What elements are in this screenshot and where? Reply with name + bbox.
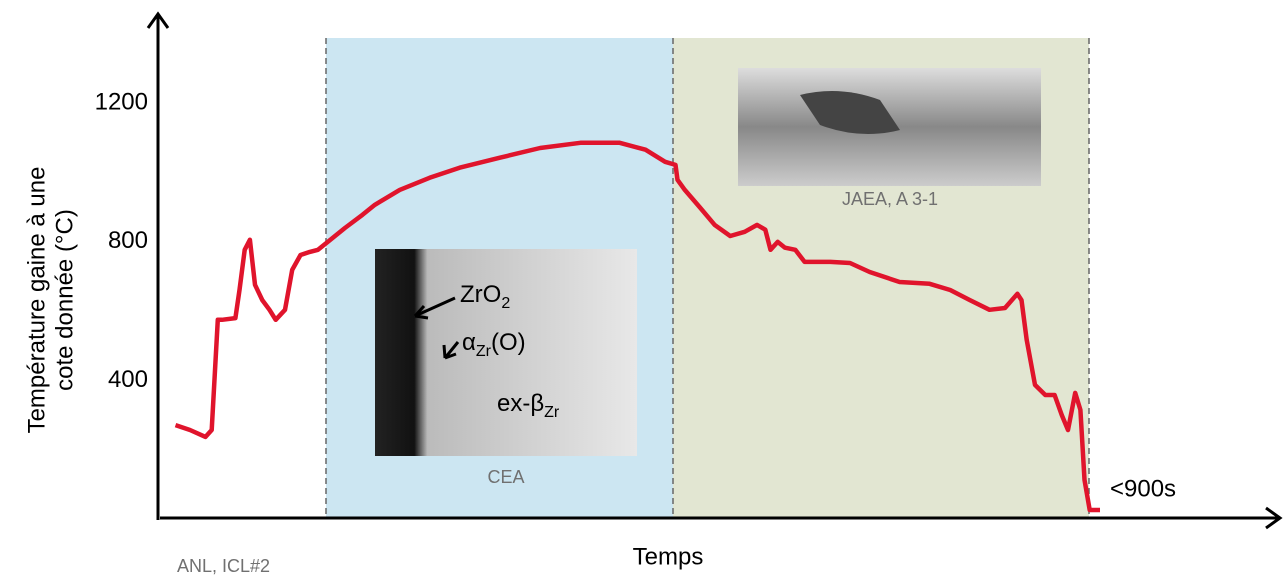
caption: CEA (487, 467, 524, 487)
micrograph-label: ex-βZr (497, 390, 560, 421)
caption: ANL, ICL#2 (177, 556, 270, 576)
y-tick-label: 400 (108, 366, 148, 393)
y-arrow (146, 11, 170, 29)
x-arrow (1265, 506, 1283, 530)
y-axis-label: Température gaine à une (23, 167, 50, 434)
x-axis-label: Temps (633, 543, 704, 570)
y-tick-label: 1200 (95, 89, 148, 116)
caption: JAEA, A 3-1 (842, 189, 938, 209)
end-label: <900s (1110, 475, 1176, 502)
temperature-curve (174, 140, 1100, 513)
arrow (413, 296, 456, 320)
micrograph (375, 249, 637, 456)
micrograph-label: ZrO2 (460, 281, 510, 312)
y-tick-label: 800 (108, 227, 148, 254)
micrograph-label: αZr(O) (462, 329, 526, 360)
specimen-rupture (800, 91, 900, 134)
y-axis-label: cote donnée (°C) (51, 209, 78, 391)
arrow (442, 341, 460, 360)
